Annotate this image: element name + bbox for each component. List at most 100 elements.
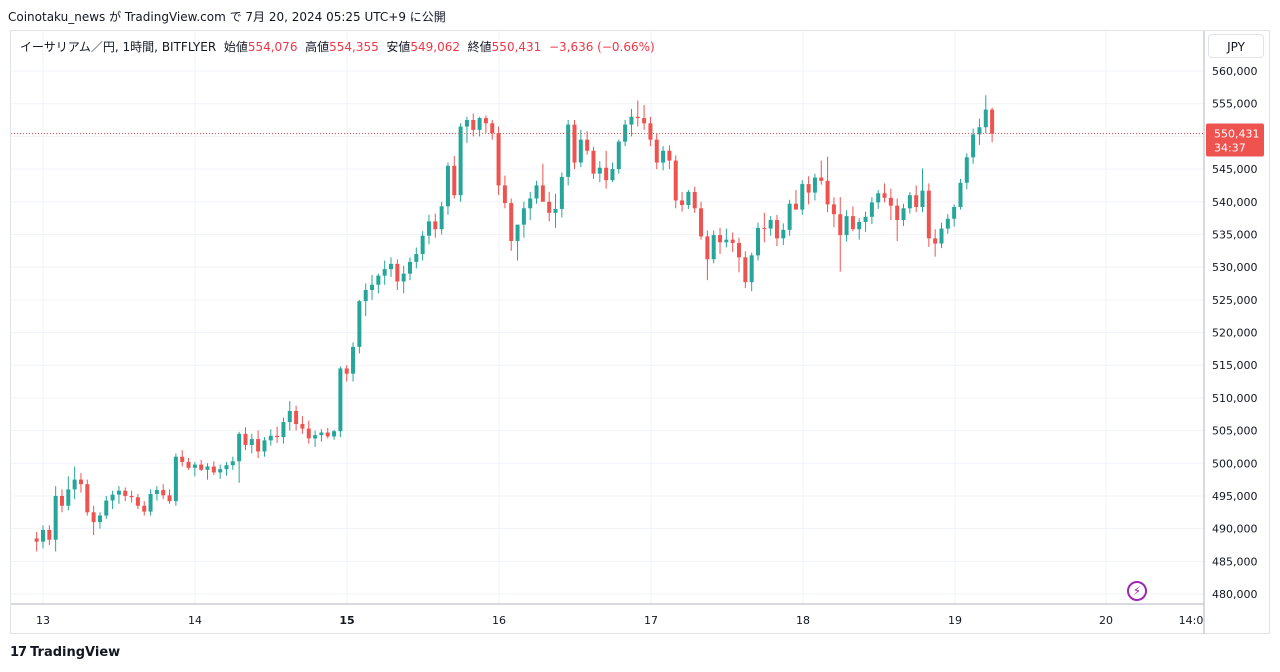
candle-body xyxy=(452,165,457,196)
tradingview-brand[interactable]: 17 TradingView xyxy=(10,645,120,660)
candle-body xyxy=(306,428,311,439)
candle-body xyxy=(699,208,704,237)
candle-body xyxy=(990,109,995,134)
candle-body xyxy=(812,177,817,193)
currency-button[interactable]: JPY xyxy=(1208,34,1264,58)
candle-body xyxy=(154,490,159,494)
candle-body xyxy=(47,529,52,540)
candle-body xyxy=(926,190,931,239)
x-axis-label: 16 xyxy=(492,614,506,627)
candle-body xyxy=(104,500,109,516)
candle-body xyxy=(205,466,210,470)
candle-body xyxy=(914,195,919,207)
candle-body xyxy=(547,201,552,213)
x-axis-label: 15 xyxy=(339,614,354,627)
legend-high-value: 554,355 xyxy=(329,40,379,54)
candle-body xyxy=(458,126,463,196)
candle-body xyxy=(585,139,590,151)
legend-open-label: 始値 xyxy=(223,40,248,54)
legend-change: −3,636 (−0.66%) xyxy=(548,40,655,54)
tradingview-logo-icon: 17 xyxy=(10,645,27,660)
y-axis-label: 505,000 xyxy=(1212,425,1258,438)
candle-body xyxy=(262,440,267,452)
candle-body xyxy=(680,200,685,206)
y-axis-label: 530,000 xyxy=(1212,261,1258,274)
legend-close-label: 終値 xyxy=(467,40,492,54)
candle-body xyxy=(256,439,261,452)
candle-body xyxy=(186,461,191,468)
candle-body xyxy=(983,109,988,128)
candle-body xyxy=(781,229,786,239)
candle-body xyxy=(161,490,166,496)
candle-body xyxy=(793,203,798,210)
candle-body xyxy=(300,424,305,429)
candle-body xyxy=(351,346,356,374)
candle-body xyxy=(882,193,887,198)
candle-body xyxy=(420,235,425,255)
candle-body xyxy=(806,184,811,193)
lightning-icon[interactable]: ⚡ xyxy=(1127,581,1147,601)
candle-body xyxy=(357,301,362,347)
x-axis-label: 13 xyxy=(36,614,50,627)
candle-body xyxy=(471,120,476,130)
candle-body xyxy=(439,206,444,230)
candle-body xyxy=(566,124,571,177)
candle-body xyxy=(743,257,748,283)
x-axis-label: 14:0 xyxy=(1179,614,1204,627)
candle-body xyxy=(370,284,375,291)
y-axis-label: 555,000 xyxy=(1212,98,1258,111)
chart-legend: イーサリアム／円, 1時間, BITFLYER 始値554,076 高値554,… xyxy=(20,38,655,55)
candle-body xyxy=(237,433,242,462)
candle-body xyxy=(971,134,976,158)
candle-body xyxy=(895,205,900,221)
candle-body xyxy=(142,505,147,512)
candle-body xyxy=(426,221,431,236)
candle-body xyxy=(623,124,628,142)
candle-body xyxy=(907,195,912,209)
publish-info: Coinotaku_news が TradingView.com で 7月 20… xyxy=(8,10,446,24)
candle-body xyxy=(964,157,969,183)
chart-pane[interactable] xyxy=(10,30,1270,634)
candle-body xyxy=(275,435,280,438)
candle-body xyxy=(901,208,906,221)
price-tag-countdown: 34:37 xyxy=(1214,142,1246,155)
candle-body xyxy=(958,182,963,207)
candle-body xyxy=(41,529,45,542)
candle-body xyxy=(730,239,735,243)
candle-body xyxy=(477,118,482,130)
candle-body xyxy=(433,221,438,230)
y-axis-label: 485,000 xyxy=(1212,555,1258,568)
candle-body xyxy=(395,263,400,282)
legend-low-label: 安値 xyxy=(386,40,411,54)
candle-body xyxy=(749,255,754,283)
legend-symbol: イーサリアム／円, 1時間, BITFLYER xyxy=(20,40,217,54)
candle-body xyxy=(534,185,539,199)
candle-body xyxy=(515,224,520,241)
candle-body xyxy=(78,479,83,485)
candle-body xyxy=(755,227,760,256)
candle-body xyxy=(711,235,716,260)
candle-body xyxy=(363,290,368,302)
candle-body xyxy=(110,494,115,501)
candle-body xyxy=(218,469,223,473)
y-axis-label: 525,000 xyxy=(1212,294,1258,307)
candle-body xyxy=(325,432,330,437)
candle-body xyxy=(762,227,767,229)
candle-body xyxy=(629,116,634,125)
candle-body xyxy=(952,206,957,219)
y-axis-label: 515,000 xyxy=(1212,359,1258,372)
y-axis-label: 500,000 xyxy=(1212,457,1258,470)
candle-body xyxy=(123,490,128,496)
candle-body xyxy=(857,222,862,230)
candle-body xyxy=(407,261,412,274)
candle-body xyxy=(382,269,387,276)
candle-body xyxy=(559,176,564,209)
candle-body xyxy=(977,127,982,135)
y-axis-label: 495,000 xyxy=(1212,490,1258,503)
candle-body xyxy=(211,466,216,473)
candle-body xyxy=(332,431,337,437)
candle-body xyxy=(635,116,640,119)
candle-body xyxy=(920,190,925,207)
candle-body xyxy=(268,435,273,441)
